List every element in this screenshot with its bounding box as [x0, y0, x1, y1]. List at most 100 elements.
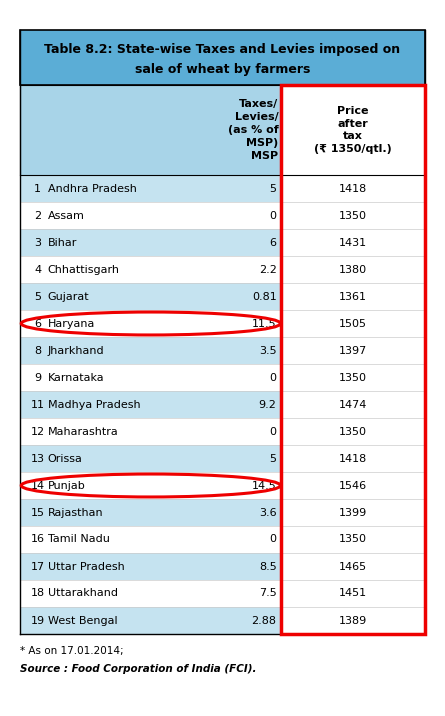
- Bar: [20, 256, 282, 283]
- Bar: [282, 256, 425, 283]
- Text: Uttar Pradesh: Uttar Pradesh: [48, 561, 124, 571]
- Text: 19: 19: [31, 616, 45, 626]
- Text: 1389: 1389: [339, 616, 367, 626]
- Bar: [20, 553, 282, 580]
- Text: 13: 13: [31, 453, 45, 463]
- Bar: [282, 472, 425, 499]
- Bar: [20, 391, 282, 418]
- Text: 0.81: 0.81: [252, 291, 277, 301]
- Text: 9: 9: [34, 372, 41, 382]
- Bar: [282, 364, 425, 391]
- Bar: [20, 364, 282, 391]
- Text: Bihar: Bihar: [48, 238, 77, 248]
- Bar: [282, 175, 425, 202]
- Text: 5: 5: [270, 453, 277, 463]
- Bar: [282, 607, 425, 634]
- Text: 1380: 1380: [339, 264, 367, 274]
- Text: 14: 14: [31, 480, 45, 490]
- Bar: [282, 526, 425, 553]
- Bar: [282, 391, 425, 418]
- Text: 18: 18: [31, 589, 45, 599]
- Bar: [20, 310, 282, 337]
- Text: 1546: 1546: [339, 480, 367, 490]
- Text: Uttarakhand: Uttarakhand: [48, 589, 117, 599]
- Text: 3.5: 3.5: [259, 346, 277, 356]
- Text: 0: 0: [270, 211, 277, 221]
- Text: 5: 5: [270, 183, 277, 193]
- Text: Price
after
tax
(₹ 1350/qtl.): Price after tax (₹ 1350/qtl.): [314, 106, 392, 154]
- Bar: [282, 580, 425, 607]
- Text: Orissa: Orissa: [48, 453, 82, 463]
- Text: 1465: 1465: [339, 561, 367, 571]
- Text: 1361: 1361: [339, 291, 367, 301]
- Text: 1: 1: [34, 183, 41, 193]
- Text: Punjab: Punjab: [48, 480, 85, 490]
- Text: 1431: 1431: [339, 238, 367, 248]
- Text: sale of wheat by farmers: sale of wheat by farmers: [135, 63, 310, 76]
- Text: 5: 5: [34, 291, 41, 301]
- Text: 1350: 1350: [339, 427, 367, 437]
- Text: Maharashtra: Maharashtra: [48, 427, 118, 437]
- Bar: [20, 445, 282, 472]
- Text: 7.5: 7.5: [259, 589, 277, 599]
- Text: Jharkhand: Jharkhand: [48, 346, 104, 356]
- Bar: [282, 229, 425, 256]
- Text: 8.5: 8.5: [259, 561, 277, 571]
- Text: 1418: 1418: [339, 183, 367, 193]
- Bar: [20, 30, 425, 85]
- Text: 1399: 1399: [339, 508, 367, 518]
- Bar: [20, 337, 282, 364]
- Text: 2: 2: [34, 211, 41, 221]
- Text: Chhattisgarh: Chhattisgarh: [48, 264, 120, 274]
- Bar: [282, 499, 425, 526]
- Text: 8: 8: [34, 346, 41, 356]
- Text: 9.2: 9.2: [259, 400, 277, 410]
- Text: 1474: 1474: [339, 400, 367, 410]
- Text: Madhya Pradesh: Madhya Pradesh: [48, 400, 140, 410]
- Bar: [20, 472, 282, 499]
- Bar: [282, 202, 425, 229]
- Bar: [20, 418, 282, 445]
- Text: Tamil Nadu: Tamil Nadu: [48, 535, 109, 544]
- Bar: [20, 202, 282, 229]
- Text: 3.6: 3.6: [259, 508, 277, 518]
- Text: 1350: 1350: [339, 372, 367, 382]
- Bar: [282, 445, 425, 472]
- Text: 11: 11: [31, 400, 45, 410]
- Text: 15: 15: [31, 508, 45, 518]
- Text: Assam: Assam: [48, 211, 85, 221]
- Text: Karnataka: Karnataka: [48, 372, 104, 382]
- Bar: [20, 85, 282, 175]
- Text: 0: 0: [270, 372, 277, 382]
- Text: 17: 17: [31, 561, 45, 571]
- Bar: [282, 85, 425, 175]
- Text: 0: 0: [270, 535, 277, 544]
- Text: 6: 6: [270, 238, 277, 248]
- Bar: [282, 85, 425, 634]
- Bar: [282, 337, 425, 364]
- Text: Rajasthan: Rajasthan: [48, 508, 103, 518]
- Text: Source : Food Corporation of India (FCI).: Source : Food Corporation of India (FCI)…: [20, 664, 257, 674]
- Text: 4: 4: [34, 264, 41, 274]
- Text: West Bengal: West Bengal: [48, 616, 117, 626]
- Text: 1350: 1350: [339, 211, 367, 221]
- Bar: [282, 283, 425, 310]
- Text: Gujarat: Gujarat: [48, 291, 89, 301]
- Text: 1451: 1451: [339, 589, 367, 599]
- Text: 11.5: 11.5: [252, 319, 277, 329]
- Text: 14.5: 14.5: [252, 480, 277, 490]
- Text: Taxes/
Levies/
(as % of
MSP)
MSP: Taxes/ Levies/ (as % of MSP) MSP: [228, 100, 279, 160]
- Text: 2.2: 2.2: [259, 264, 277, 274]
- Bar: [20, 607, 282, 634]
- Text: 1397: 1397: [339, 346, 367, 356]
- Bar: [20, 580, 282, 607]
- Bar: [282, 553, 425, 580]
- Bar: [20, 175, 282, 202]
- Text: 0: 0: [270, 427, 277, 437]
- Text: 2.88: 2.88: [251, 616, 277, 626]
- Bar: [20, 283, 282, 310]
- Text: 1505: 1505: [339, 319, 367, 329]
- Text: 12: 12: [31, 427, 45, 437]
- Text: 1350: 1350: [339, 535, 367, 544]
- Text: 16: 16: [31, 535, 45, 544]
